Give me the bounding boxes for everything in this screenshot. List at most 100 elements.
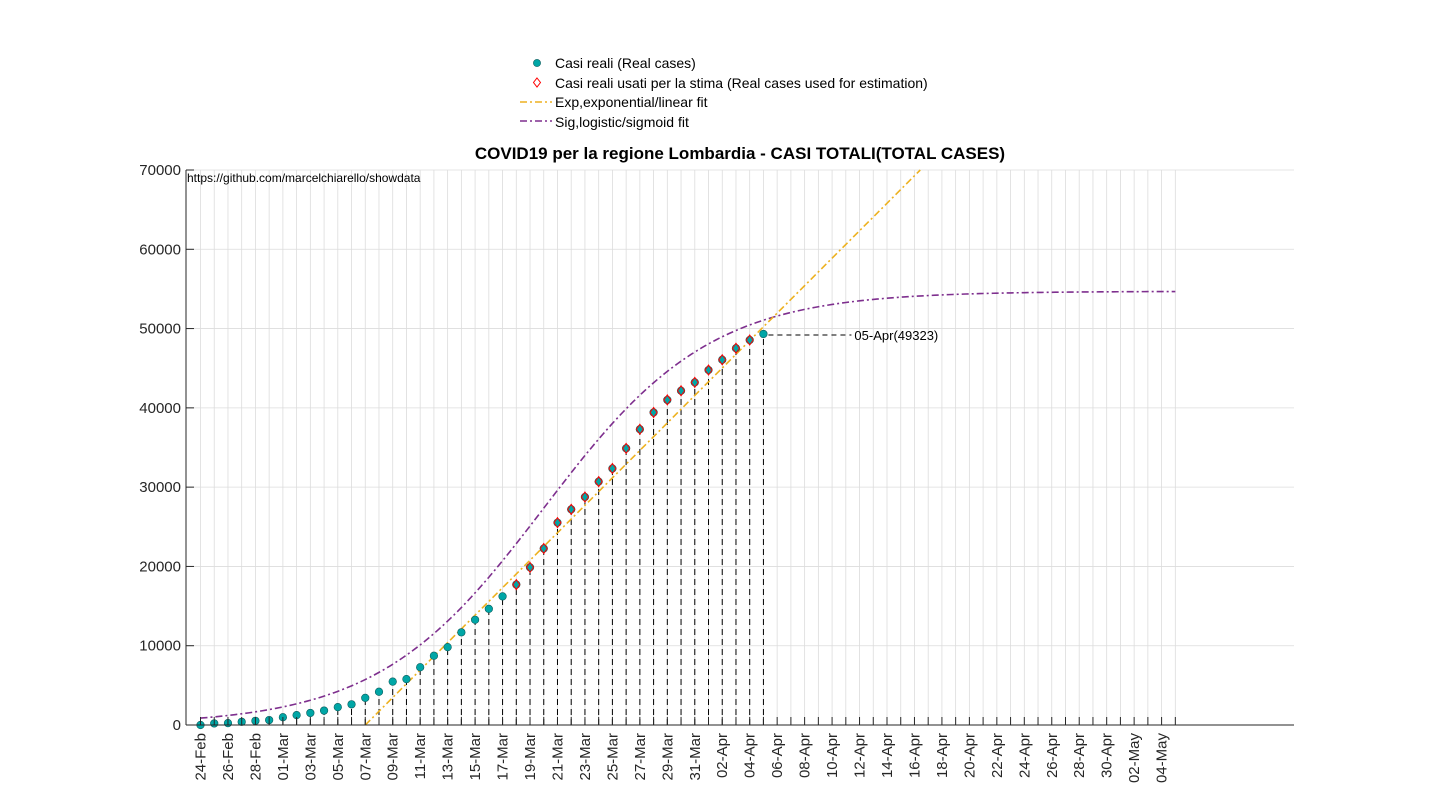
x-tick-label: 30-Apr [1099, 733, 1116, 778]
real-case-point [649, 408, 658, 417]
real-case-point [553, 518, 562, 527]
real-case-point [745, 335, 754, 345]
real-case-point [402, 674, 411, 684]
estimation-point [635, 423, 644, 436]
y-tick-label: 0 [173, 717, 181, 734]
x-tick-label: 17-Mar [495, 733, 512, 781]
x-tick-label: 04-Apr [742, 733, 759, 778]
x-tick-label: 06-Apr [769, 733, 786, 778]
legend-marker-real-cases [533, 59, 541, 67]
real-case-point [319, 706, 329, 715]
real-case-point [594, 477, 603, 486]
legend-item-real-cases: Casi reali (Real cases) [533, 55, 696, 71]
real-case-point [374, 687, 384, 696]
x-tick-label: 05-Mar [330, 733, 347, 781]
x-tick-label: 28-Feb [247, 733, 264, 781]
x-tick-label: 13-Mar [440, 733, 457, 781]
x-tick-label: 18-Apr [934, 733, 951, 778]
estimation-point [690, 376, 699, 389]
x-tick-label: 26-Feb [220, 733, 237, 781]
real-case-point [718, 355, 727, 364]
source-url-text: https://github.com/marcelchiarello/showd… [187, 171, 421, 185]
x-tick-label: 04-May [1154, 733, 1171, 784]
estimation-point [622, 442, 631, 455]
x-tick-label: 03-Mar [302, 733, 319, 781]
legend-label-estimation-cases: Casi reali usati per la stima (Real case… [555, 75, 928, 91]
real-case-point [416, 663, 425, 672]
annotation-label: 05-Apr(49323) [854, 328, 938, 343]
estimation-point [676, 384, 686, 397]
estimation-point [512, 578, 521, 591]
x-tick-label: 22-Apr [989, 733, 1006, 778]
y-tick-label: 30000 [139, 479, 181, 496]
x-tick-label: 21-Mar [549, 733, 566, 781]
chart-title: COVID19 per la regione Lombardia - CASI … [475, 144, 1005, 163]
x-tick-label: 19-Mar [522, 733, 539, 781]
real-case-point [347, 700, 356, 709]
real-case-point [361, 693, 370, 702]
legend-item-sigmoid-fit: Sig,logistic/sigmoid fit [520, 114, 689, 130]
y-tick-label: 20000 [139, 558, 181, 575]
y-tick-label: 40000 [139, 400, 181, 417]
real-case-point [429, 651, 439, 660]
estimation-point [594, 475, 603, 488]
x-tick-label: 28-Apr [1071, 733, 1088, 778]
real-case-point [731, 344, 741, 353]
estimation-point [663, 394, 672, 406]
estimation-point [649, 406, 658, 419]
real-case-point [704, 365, 713, 375]
legend-item-exp-fit: Exp,exponential/linear fit [520, 94, 708, 110]
estimation-point [608, 462, 617, 475]
estimation-point [553, 516, 562, 529]
x-tick-label: 12-Apr [852, 733, 869, 778]
x-tick-label: 14-Apr [879, 733, 896, 778]
real-case-point [333, 703, 342, 712]
legend: Casi reali (Real cases) Casi reali usati… [520, 55, 928, 130]
estimation-point [704, 364, 713, 376]
real-case-point [539, 544, 548, 553]
x-tick-label: 27-Mar [632, 733, 649, 781]
y-tick-label: 10000 [139, 638, 181, 655]
real-case-point [608, 464, 617, 473]
real-case-point [580, 492, 590, 502]
real-case-point [690, 378, 699, 387]
estimation-point [567, 503, 576, 516]
real-case-point [635, 425, 644, 434]
real-case-point [498, 592, 507, 601]
real-case-point [759, 329, 768, 339]
real-case-point [512, 580, 521, 589]
real-case-point [388, 677, 397, 686]
data-points [196, 329, 768, 730]
x-tick-label: 29-Mar [659, 733, 676, 781]
x-tick-label: 20-Apr [961, 733, 978, 778]
x-tick-label: 25-Mar [604, 733, 621, 781]
real-case-point [457, 628, 466, 637]
real-case-point [484, 604, 493, 613]
estimation-point [525, 561, 535, 574]
y-tick-label: 60000 [139, 241, 181, 258]
real-case-point [443, 643, 452, 652]
y-tick-label: 50000 [139, 321, 181, 338]
x-tick-label: 02-Apr [714, 733, 731, 778]
stem-lines [213, 333, 764, 725]
estimation-point [718, 353, 727, 366]
real-case-point [567, 505, 576, 514]
legend-label-sigmoid-fit: Sig,logistic/sigmoid fit [555, 114, 689, 130]
real-case-point [306, 708, 315, 718]
real-case-point [471, 615, 480, 624]
x-tick-label: 15-Mar [467, 733, 484, 781]
x-tick-label: 24-Feb [193, 733, 210, 781]
x-tick-label: 23-Mar [577, 733, 594, 781]
legend-label-exp-fit: Exp,exponential/linear fit [555, 94, 708, 110]
legend-label-real-cases: Casi reali (Real cases) [555, 55, 696, 71]
estimation-point [580, 491, 590, 503]
x-tick-label: 02-May [1126, 733, 1143, 784]
real-case-point [622, 444, 631, 453]
legend-item-estimation-cases: Casi reali usati per la stima (Real case… [532, 75, 928, 91]
x-tick-label: 31-Mar [687, 733, 704, 781]
x-tick-label: 26-Apr [1044, 733, 1061, 778]
x-tick-label: 08-Apr [797, 733, 814, 778]
real-case-point [676, 386, 686, 395]
